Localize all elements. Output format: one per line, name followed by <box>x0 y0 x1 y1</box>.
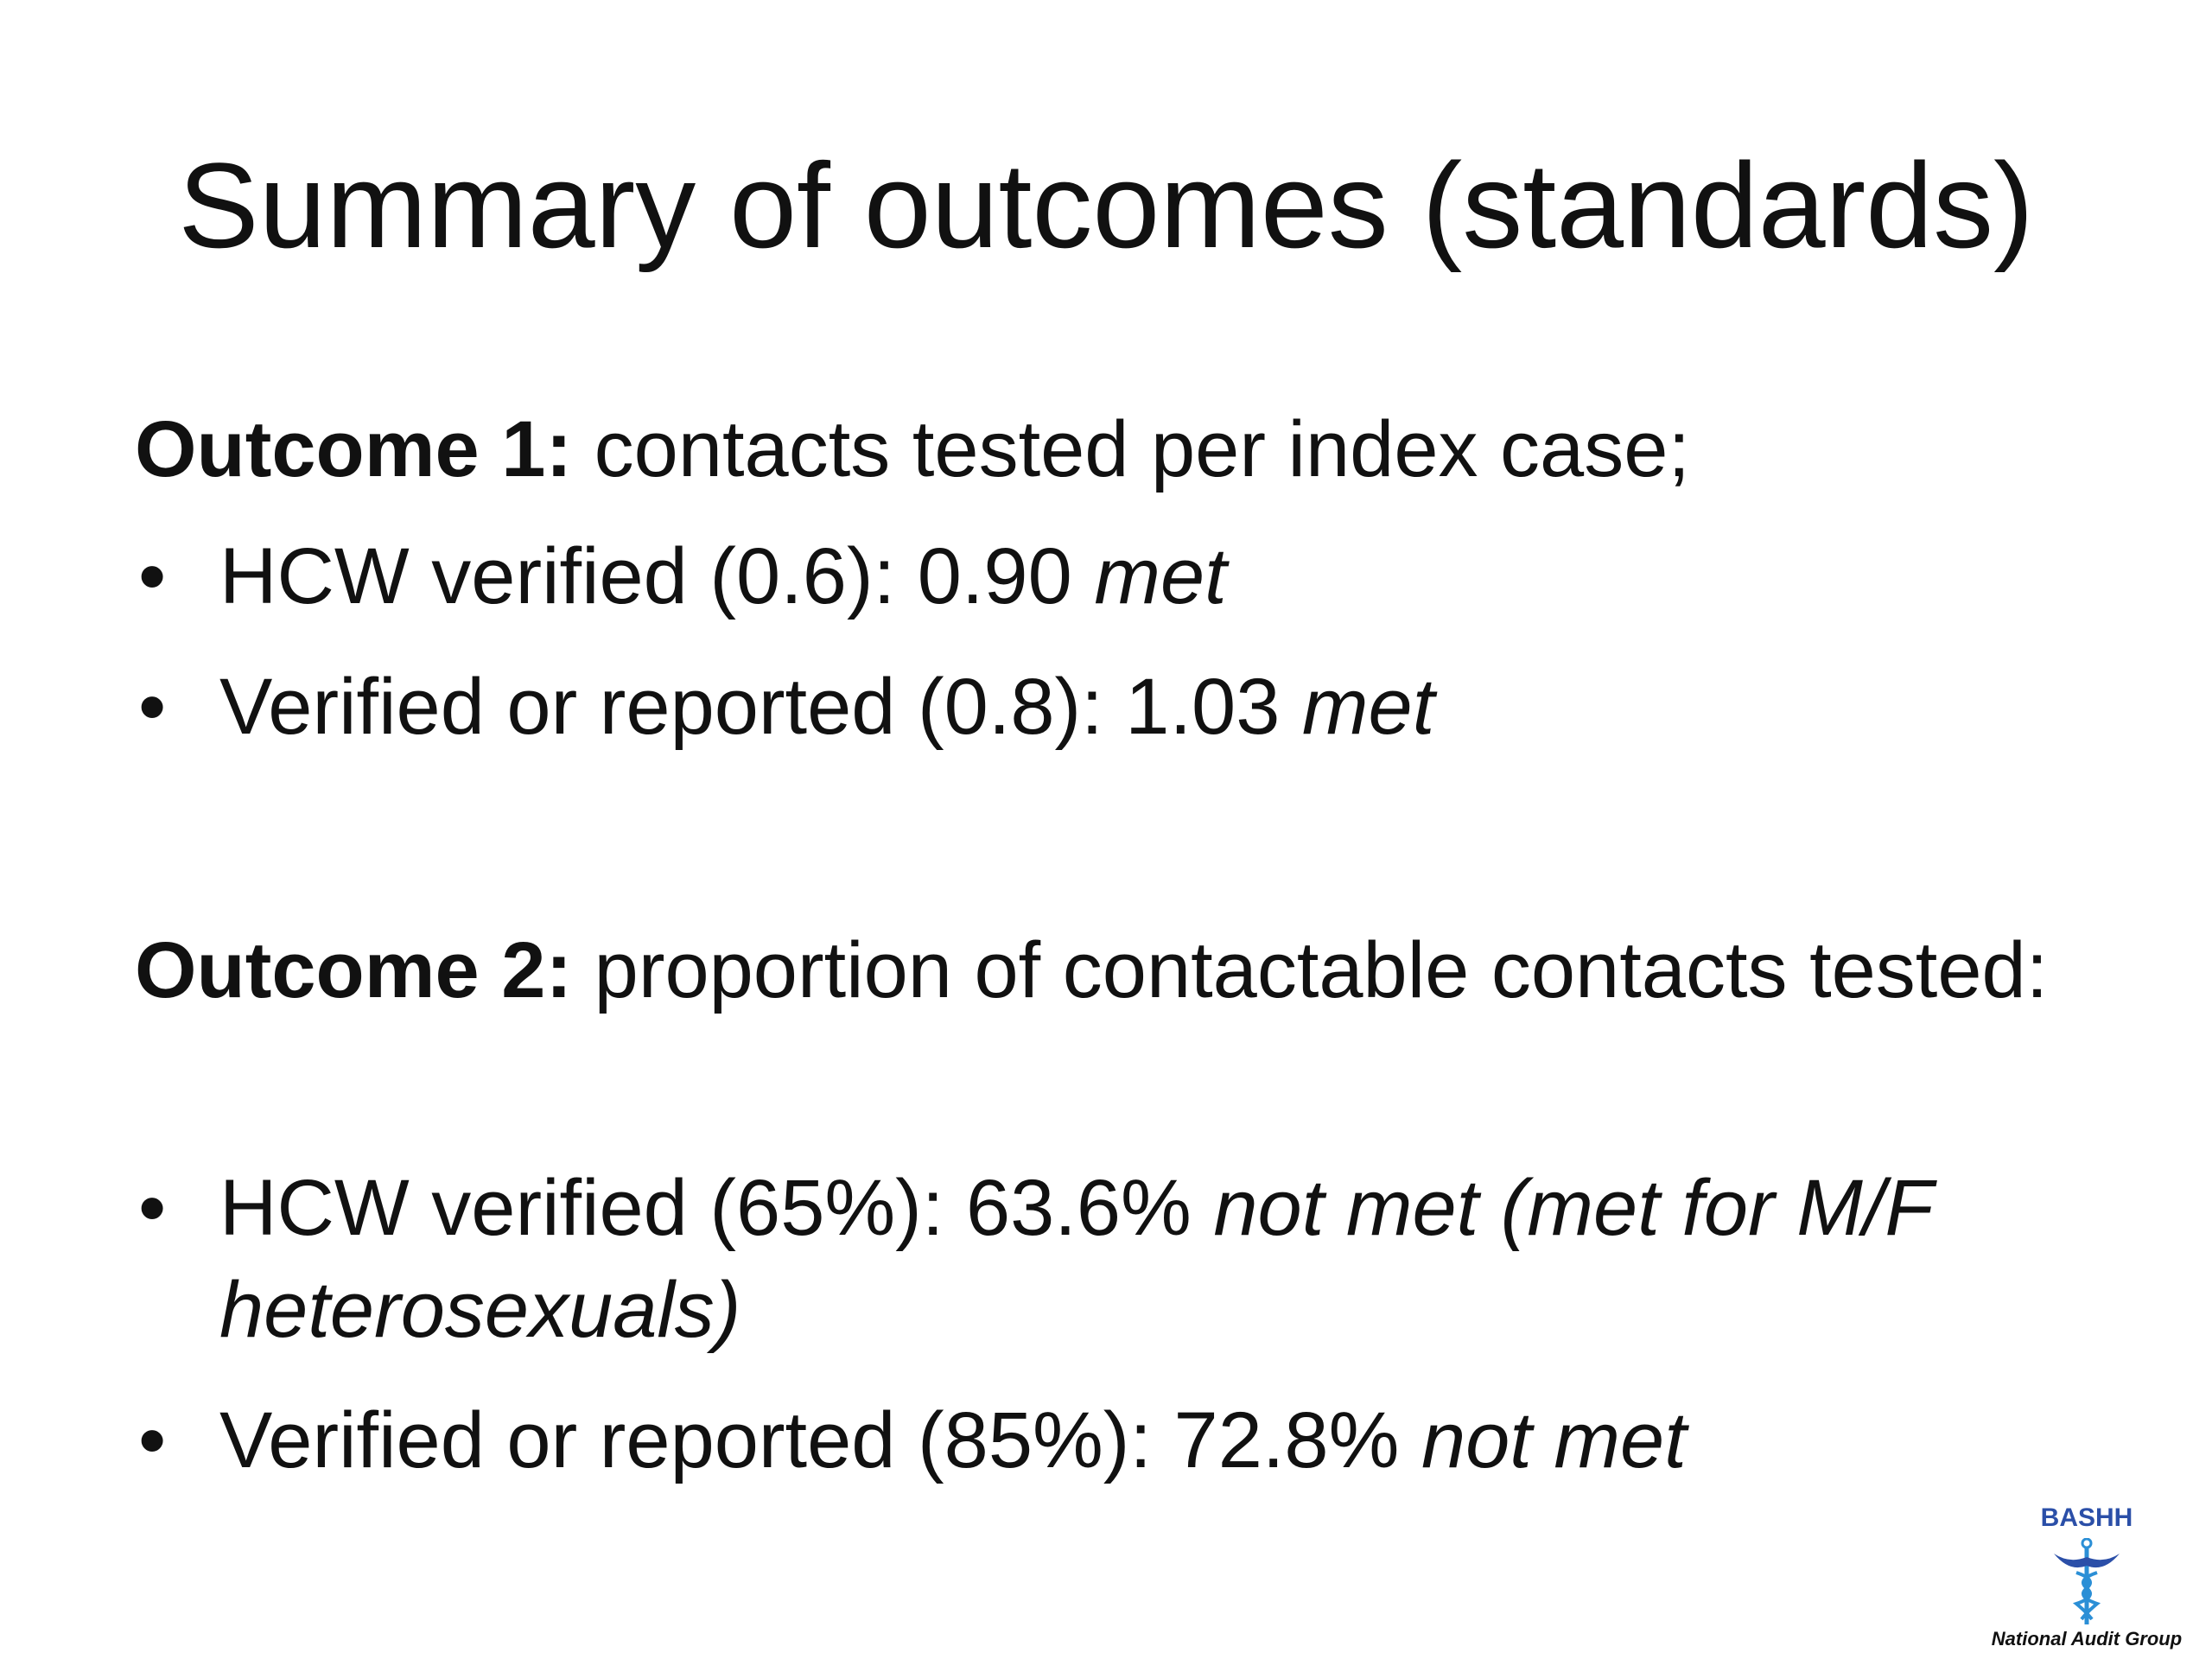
bullet-emphasis: not met <box>1421 1396 1687 1484</box>
section-heading: Outcome 2: proportion of contactable con… <box>135 919 2122 1021</box>
bullet-text: HCW verified (0.6): 0.90 <box>219 532 1072 620</box>
bullet-item: Verified or reported (0.8): 1.03 met <box>135 656 2086 758</box>
bullet-item: Verified or reported (85%): 72.8% not me… <box>135 1389 2086 1491</box>
bullet-item: HCW verified (65%): 63.6% not met (met f… <box>135 1157 2086 1361</box>
section-heading: Outcome 1: contacts tested per index cas… <box>135 398 2122 500</box>
heading-text: contacts tested per index case; <box>594 405 1690 493</box>
logo-name: BASHH <box>2040 1503 2133 1532</box>
heading-text: proportion of contactable contacts teste… <box>594 926 2049 1014</box>
slide-title: Summary of outcomes (standards) <box>178 137 2034 273</box>
bullet-emphasis: not met (met for M/F heterosexuals) <box>219 1164 1932 1354</box>
bullet-emphasis: met <box>1094 532 1227 620</box>
bullet-emphasis: met <box>1301 663 1435 751</box>
bullet-item: HCW verified (0.6): 0.90 met <box>135 525 2086 627</box>
bullet-text: Verified or reported (85%): 72.8% <box>219 1396 1400 1484</box>
heading-label: Outcome 1: <box>135 405 573 493</box>
bullet-text: HCW verified (65%): 63.6% <box>219 1164 1192 1252</box>
logo-caduceus <box>2054 1538 2120 1624</box>
bullet-text: Verified or reported (0.8): 1.03 <box>219 663 1281 751</box>
logo-subtitle: National Audit Group <box>1991 1628 2183 1649</box>
logo: BASHH National Audit Group <box>1979 1500 2212 1659</box>
heading-label: Outcome 2: <box>135 926 573 1014</box>
